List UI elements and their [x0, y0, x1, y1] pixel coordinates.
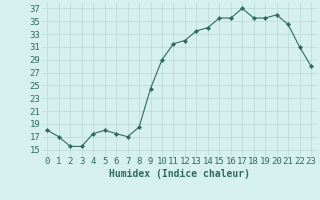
X-axis label: Humidex (Indice chaleur): Humidex (Indice chaleur)	[109, 169, 250, 179]
